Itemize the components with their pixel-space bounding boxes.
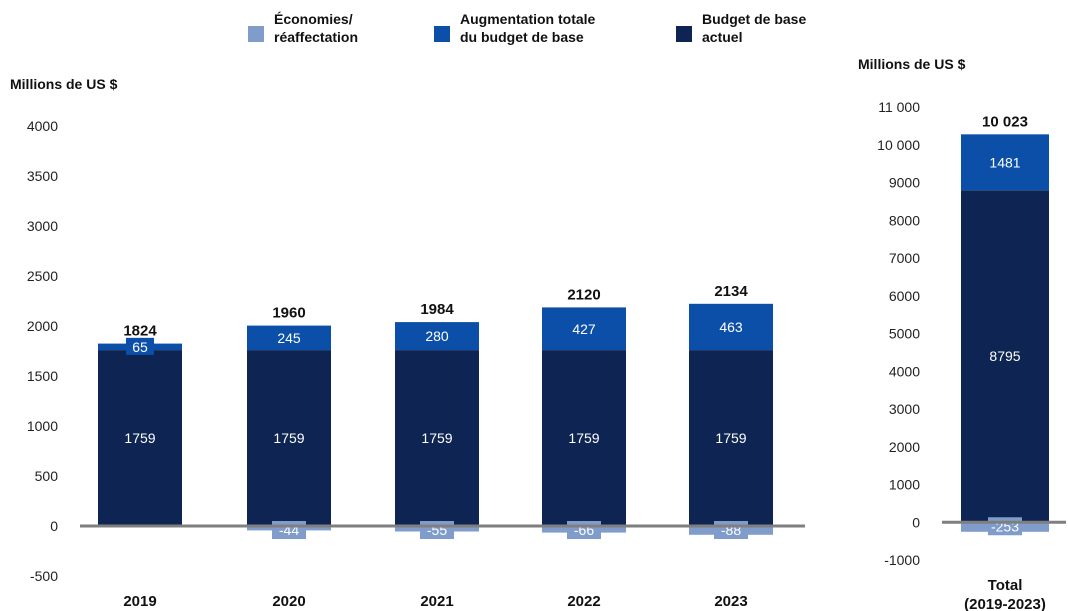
bar-base-left-1 bbox=[247, 350, 331, 526]
y-tick-label-right: 0 bbox=[912, 514, 920, 530]
data-label-savings-left-4: -88 bbox=[721, 522, 741, 538]
y-tick-label-left: 2500 bbox=[27, 268, 58, 284]
data-label-increase-left-4: 463 bbox=[719, 319, 743, 335]
y-tick-label-left: 0 bbox=[50, 518, 58, 534]
data-label-increase-left-1: 245 bbox=[277, 330, 301, 346]
y-tick-label-right: 5000 bbox=[889, 326, 920, 342]
total-label-right-0: 10 023 bbox=[982, 113, 1028, 130]
bar-base-left-0 bbox=[98, 350, 182, 526]
y-tick-label-left: 3000 bbox=[27, 218, 58, 234]
y-tick-label-right: 8000 bbox=[889, 212, 920, 228]
x-category-label-right-0: (2019-2023) bbox=[964, 596, 1046, 611]
y-tick-label-right: 1000 bbox=[889, 477, 920, 493]
x-category-label-left-3: 2022 bbox=[567, 593, 600, 610]
y-tick-label-left: -500 bbox=[30, 568, 58, 584]
y-tick-label-right: 4000 bbox=[889, 363, 920, 379]
y-axis-unit-label-left: Millions de US $ bbox=[10, 76, 118, 92]
legend-item-savings: Économies/ réaffectation bbox=[248, 10, 358, 46]
data-label-increase-left-0: 65 bbox=[132, 339, 148, 355]
y-tick-label-right: 7000 bbox=[889, 250, 920, 266]
x-category-label-left-2: 2021 bbox=[420, 593, 453, 610]
legend-swatch-savings bbox=[248, 26, 264, 42]
x-category-label-right-0: Total bbox=[988, 577, 1023, 594]
data-label-bg-increase-left-0 bbox=[126, 337, 154, 355]
bar-base-left-4 bbox=[689, 350, 773, 526]
data-label-savings-left-2: -55 bbox=[427, 522, 447, 538]
legend-label-base: Budget de base actuel bbox=[702, 11, 807, 45]
y-tick-label-left: 4000 bbox=[27, 118, 58, 134]
legend-item-base: Budget de base actuel bbox=[676, 10, 806, 46]
y-tick-label-left: 500 bbox=[35, 468, 59, 484]
bar-base-left-3 bbox=[542, 350, 626, 526]
total-label-left-4: 2134 bbox=[714, 283, 748, 300]
legend-swatch-base bbox=[676, 26, 692, 42]
data-label-savings-left-3: -66 bbox=[574, 522, 594, 538]
data-label-base-right-0: 8795 bbox=[989, 348, 1020, 364]
y-tick-label-right: 3000 bbox=[889, 401, 920, 417]
data-label-increase-left-2: 280 bbox=[425, 328, 449, 344]
x-category-label-left-1: 2020 bbox=[272, 593, 305, 610]
data-label-increase-left-3: 427 bbox=[572, 321, 596, 337]
data-label-base-left-2: 1759 bbox=[421, 430, 452, 446]
total-label-left-1: 1960 bbox=[272, 305, 305, 322]
bar-base-right-0 bbox=[961, 190, 1049, 523]
x-category-label-left-0: 2019 bbox=[123, 593, 156, 610]
legend-label-savings: Économies/ réaffectation bbox=[274, 11, 359, 45]
legend-item-increase: Augmentation totale du budget de base bbox=[434, 10, 595, 46]
data-label-base-left-4: 1759 bbox=[715, 430, 746, 446]
bar-increase-left-2 bbox=[395, 322, 479, 351]
data-label-base-left-3: 1759 bbox=[568, 430, 599, 446]
total-label-left-3: 2120 bbox=[567, 286, 600, 303]
bar-base-left-2 bbox=[395, 350, 479, 526]
data-label-increase-right-0: 1481 bbox=[989, 154, 1020, 170]
y-axis-unit-label-right: Millions de US $ bbox=[858, 56, 966, 72]
x-category-label-left-4: 2023 bbox=[714, 593, 747, 610]
y-tick-label-right: 6000 bbox=[889, 288, 920, 304]
legend-swatch-increase bbox=[434, 26, 450, 42]
y-tick-label-right: 9000 bbox=[889, 175, 920, 191]
bar-increase-right-0 bbox=[961, 134, 1049, 191]
y-tick-label-left: 2000 bbox=[27, 318, 58, 334]
total-label-left-0: 1824 bbox=[123, 323, 157, 340]
y-tick-label-left: 1000 bbox=[27, 418, 58, 434]
bar-increase-left-4 bbox=[689, 303, 773, 351]
y-tick-label-right: -1000 bbox=[884, 552, 920, 568]
data-label-base-left-1: 1759 bbox=[273, 430, 304, 446]
y-tick-label-right: 2000 bbox=[889, 439, 920, 455]
y-tick-label-left: 3500 bbox=[27, 168, 58, 184]
legend-label-increase: Augmentation totale du budget de base bbox=[460, 11, 596, 45]
data-label-savings-right-0: -253 bbox=[991, 518, 1019, 534]
y-tick-label-right: 10 000 bbox=[877, 137, 920, 153]
y-tick-label-left: 1500 bbox=[27, 368, 58, 384]
total-label-left-2: 1984 bbox=[420, 301, 454, 318]
bar-increase-left-3 bbox=[542, 307, 626, 351]
data-label-savings-left-1: -44 bbox=[279, 522, 299, 538]
bar-increase-left-1 bbox=[247, 325, 331, 351]
data-label-base-left-0: 1759 bbox=[124, 430, 155, 446]
y-tick-label-right: 11 000 bbox=[878, 99, 920, 115]
